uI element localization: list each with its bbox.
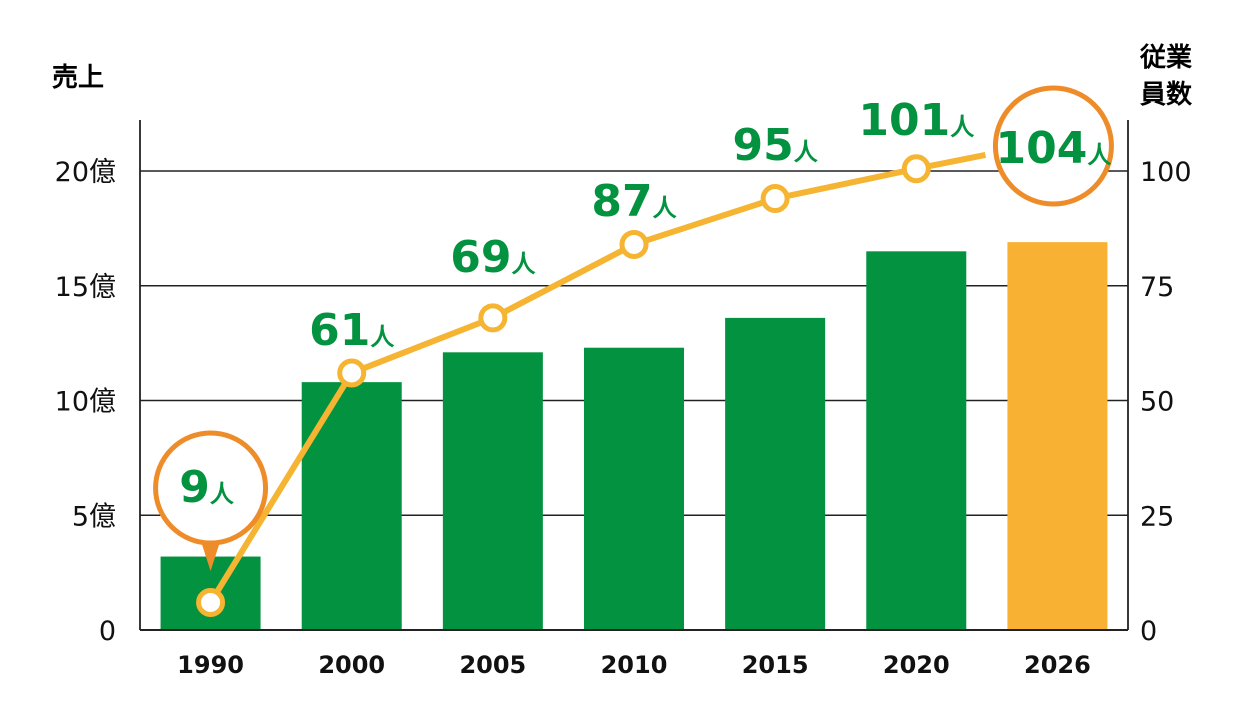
- employee-label-2026: 104人: [995, 123, 1111, 174]
- right-tick-label: 75: [1140, 272, 1174, 303]
- x-tick-label: 2020: [883, 651, 950, 679]
- employee-point-1990: [196, 587, 226, 617]
- employee-count: 9: [179, 462, 210, 513]
- employee-count: 95: [733, 120, 794, 171]
- bar-2015: [725, 317, 826, 630]
- employee-point-2005: [478, 303, 508, 333]
- employee-count: 61: [309, 305, 370, 356]
- employee-label-1990: 9人: [179, 462, 234, 513]
- employee-count: 101: [858, 95, 950, 146]
- right-tick-label: 0: [1140, 616, 1157, 647]
- x-tick-label: 2010: [601, 651, 668, 679]
- right-tick-label: 50: [1140, 387, 1174, 418]
- employee-label-2005: 69人: [450, 232, 535, 283]
- employee-point-2010: [619, 229, 649, 259]
- x-tick-label: 2026: [1024, 651, 1091, 679]
- bar-2010: [584, 347, 684, 630]
- employee-unit: 人: [1087, 141, 1111, 169]
- employee-unit: 人: [210, 480, 234, 508]
- callout-ring-2026: [992, 85, 1114, 207]
- employee-unit: 人: [370, 323, 394, 351]
- employee-unit: 人: [950, 113, 974, 141]
- right-axis-title-line1: 従業: [1139, 43, 1192, 73]
- employee-label-2010: 87人: [591, 176, 676, 227]
- employee-label-2000: 61人: [309, 305, 394, 356]
- employee-point-2015: [760, 184, 790, 214]
- bar-2020: [866, 251, 967, 630]
- right-tick-label: 100: [1140, 157, 1192, 188]
- left-tick-label: 0: [99, 616, 116, 647]
- employee-unit: 人: [653, 194, 677, 222]
- employee-count: 87: [591, 176, 652, 227]
- employee-unit: 人: [794, 138, 818, 166]
- employee-point-2020: [901, 154, 931, 184]
- axes: 0 0 5億 25 10億 50 15億 75 20億 100 1990 2000 2005 2010 20…: [55, 120, 1192, 679]
- x-tick-label: 2000: [318, 651, 385, 679]
- right-tick-label: 25: [1140, 501, 1174, 532]
- left-axis-title: 売上: [52, 63, 104, 93]
- right-axis-title-line2: 員数: [1140, 80, 1193, 110]
- bar-2026: [1007, 242, 1108, 630]
- employee-unit: 人: [511, 250, 535, 278]
- employee-label-2020: 101人: [858, 95, 974, 146]
- x-tick-label: 2015: [742, 651, 809, 679]
- employee-label-2015: 95人: [733, 120, 818, 171]
- callout-pointer: [200, 540, 221, 571]
- x-tick-label: 1990: [177, 651, 244, 679]
- left-tick-label: 15億: [55, 272, 116, 303]
- left-tick-label: 20億: [55, 157, 116, 188]
- bar-2005: [442, 352, 543, 630]
- left-tick-label: 10億: [55, 387, 116, 418]
- employee-point-2000: [337, 358, 367, 388]
- x-tick-label: 2005: [459, 651, 526, 679]
- callout-ring-1990: [153, 430, 269, 546]
- employee-count: 69: [450, 232, 511, 283]
- bar-2000: [301, 382, 402, 630]
- employee-count: 104: [995, 123, 1087, 174]
- bars: [160, 242, 1108, 630]
- left-tick-label: 5億: [72, 501, 116, 532]
- employee-line: [153, 85, 1114, 617]
